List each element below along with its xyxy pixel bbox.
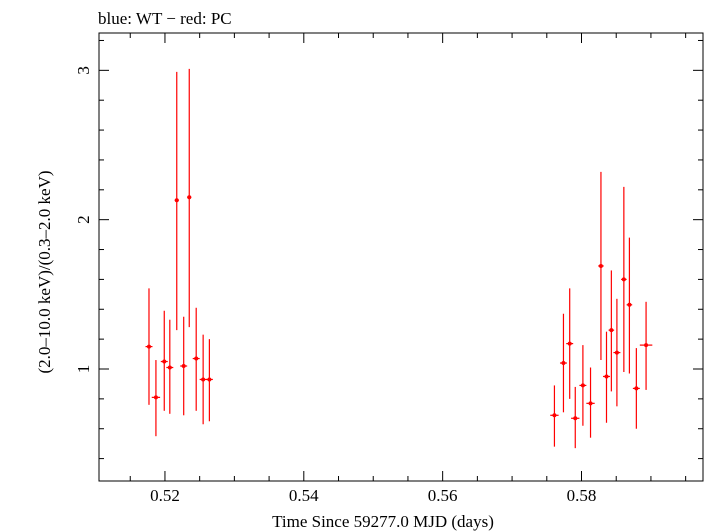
point-marker xyxy=(598,263,603,268)
point-marker xyxy=(181,364,186,369)
point-marker xyxy=(621,277,626,282)
x-tick-label: 0.52 xyxy=(150,486,180,505)
point-marker xyxy=(167,365,172,370)
data-point xyxy=(586,367,595,438)
point-marker xyxy=(201,377,206,382)
series-pc xyxy=(145,68,653,449)
point-marker xyxy=(634,386,639,391)
data-point xyxy=(550,385,559,447)
data-point xyxy=(151,360,161,437)
data-point xyxy=(199,334,207,425)
y-tick-label: 1 xyxy=(74,365,93,374)
data-point xyxy=(205,339,213,422)
x-tick-label: 0.56 xyxy=(428,486,458,505)
data-point xyxy=(160,310,168,411)
point-marker xyxy=(187,195,192,200)
data-point xyxy=(187,68,192,328)
data-point xyxy=(632,348,640,429)
data-point xyxy=(608,270,615,392)
point-marker xyxy=(567,341,572,346)
data-point xyxy=(180,316,188,416)
point-marker xyxy=(580,383,585,388)
point-marker xyxy=(162,359,167,364)
data-point xyxy=(579,345,587,426)
point-marker xyxy=(194,356,199,361)
x-tick-label: 0.54 xyxy=(289,486,319,505)
point-marker xyxy=(644,343,649,348)
y-axis: 1 2 3 xyxy=(74,39,703,460)
data-point xyxy=(571,386,580,449)
data-point xyxy=(639,301,653,390)
x-axis: 0.52 0.54 0.56 0.58 xyxy=(129,33,687,505)
point-marker xyxy=(153,395,158,400)
data-point xyxy=(621,186,627,372)
data-point xyxy=(559,313,567,413)
data-point xyxy=(603,331,610,423)
y-axis-label: (2.0–10.0 keV)/(0.3–2.0 keV) xyxy=(35,170,54,373)
data-point xyxy=(145,288,153,405)
y-tick-label: 2 xyxy=(74,215,93,224)
data-point xyxy=(626,237,633,374)
data-point xyxy=(174,71,179,331)
point-marker xyxy=(207,377,212,382)
point-marker xyxy=(573,416,578,421)
data-point xyxy=(566,288,574,399)
data-point xyxy=(598,171,604,361)
point-marker xyxy=(609,328,614,333)
data-point xyxy=(192,307,200,411)
x-axis-label: Time Since 59277.0 MJD (days) xyxy=(272,512,494,531)
x-tick-label: 0.58 xyxy=(567,486,597,505)
series-layer xyxy=(145,68,653,449)
data-point xyxy=(613,298,621,407)
point-marker xyxy=(614,350,619,355)
point-marker xyxy=(604,374,609,379)
point-marker xyxy=(561,361,566,366)
point-marker xyxy=(552,413,557,418)
point-marker xyxy=(588,401,593,406)
point-marker xyxy=(627,302,632,307)
data-point xyxy=(166,319,174,414)
plot-frame xyxy=(98,32,704,482)
y-tick-label: 3 xyxy=(74,66,93,75)
point-marker xyxy=(146,344,151,349)
chart-title: blue: WT − red: PC xyxy=(98,9,232,28)
point-marker xyxy=(174,198,179,203)
